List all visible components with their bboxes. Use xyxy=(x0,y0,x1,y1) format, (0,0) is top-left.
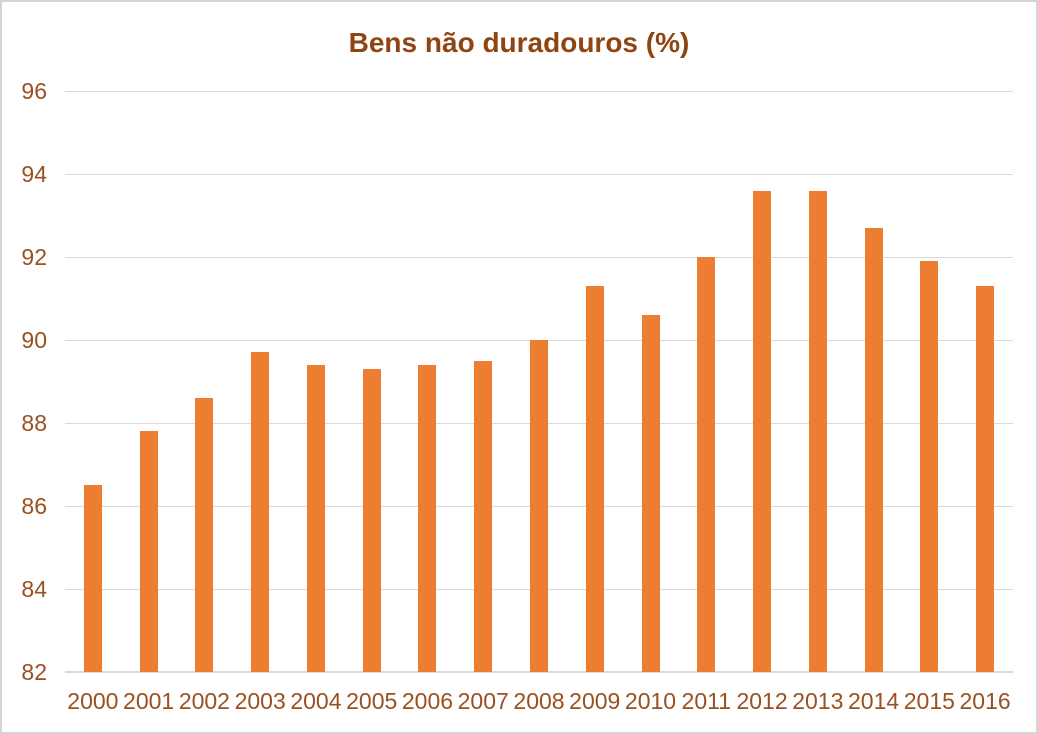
chart-title: Bens não duradouros (%) xyxy=(348,27,690,58)
gridline xyxy=(65,174,1013,175)
bar-2005 xyxy=(362,369,381,672)
x-tick-label: 2004 xyxy=(290,688,342,714)
bar-2008 xyxy=(530,340,548,672)
x-tick-label: 2001 xyxy=(123,688,175,714)
x-tick-label: 2011 xyxy=(681,688,732,714)
bar-2009 xyxy=(585,286,604,672)
y-tick-label: 84 xyxy=(21,576,47,602)
x-tick-label: 2005 xyxy=(346,688,398,714)
bar-2013 xyxy=(808,190,827,672)
bar-2012 xyxy=(753,190,772,672)
y-tick-label: 92 xyxy=(21,244,47,270)
x-tick-label: 2010 xyxy=(624,688,677,714)
x-tick-label: 2013 xyxy=(792,688,844,714)
bar-2002 xyxy=(195,398,214,672)
x-tick-label: 2009 xyxy=(569,688,621,714)
bar-2016 xyxy=(976,286,995,672)
x-tick-label: 2015 xyxy=(903,688,955,714)
bar-2011 xyxy=(697,257,716,672)
x-tick-label: 2003 xyxy=(234,688,286,714)
bar-2001 xyxy=(139,431,158,672)
y-tick-label: 86 xyxy=(21,493,47,519)
x-axis-line xyxy=(65,671,1013,673)
y-tick-label: 94 xyxy=(21,161,47,187)
x-tick-label: 2002 xyxy=(178,688,230,714)
x-tick-label: 2000 xyxy=(67,688,119,714)
bar-2010 xyxy=(641,315,660,672)
x-tick-label: 2007 xyxy=(457,688,509,714)
y-tick-label: 96 xyxy=(21,78,47,104)
bar-2003 xyxy=(251,352,270,672)
x-tick-label: 2016 xyxy=(959,688,1011,714)
bar-2007 xyxy=(474,360,493,672)
y-tick-label: 90 xyxy=(21,327,47,353)
bar-2014 xyxy=(864,227,883,672)
bar-2004 xyxy=(306,364,325,672)
y-tick-label: 82 xyxy=(21,659,47,685)
x-tick-label: 2006 xyxy=(401,688,454,714)
bar-2000 xyxy=(83,485,102,672)
gridline xyxy=(65,257,1013,258)
x-tick-label: 2012 xyxy=(736,688,788,714)
bar-2015 xyxy=(920,261,939,672)
x-tick-label: 2014 xyxy=(847,688,900,714)
bar-2006 xyxy=(418,364,437,672)
y-tick-label: 88 xyxy=(21,410,47,436)
x-tick-label: 2008 xyxy=(513,688,565,714)
gridline xyxy=(65,91,1013,92)
